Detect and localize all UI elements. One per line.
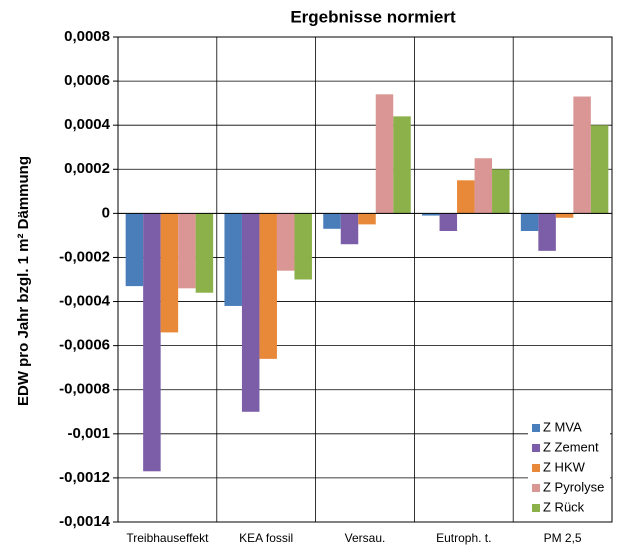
y-tick-label: -0,001: [67, 425, 110, 442]
x-tick-label: Versau.: [345, 531, 386, 545]
bar: [340, 213, 359, 245]
bar: [375, 94, 394, 214]
bar: [358, 213, 376, 225]
bar: [195, 213, 214, 293]
legend-label: Z HKW: [543, 459, 586, 474]
bar: [125, 213, 144, 287]
bar: [323, 213, 341, 229]
bar: [474, 158, 493, 214]
legend-label: Z Pyrolyse: [543, 479, 604, 494]
legend-label: Z Rück: [543, 499, 585, 514]
y-tick-label: -0,0014: [59, 513, 111, 530]
y-tick-label: 0,0006: [64, 72, 110, 89]
y-tick-label: -0,0004: [59, 293, 111, 310]
legend-swatch: [532, 484, 540, 492]
bar: [555, 213, 574, 218]
bar: [294, 213, 312, 280]
legend-label: Z MVA: [543, 419, 582, 434]
bar: [538, 213, 556, 251]
bar: [224, 213, 242, 306]
y-axis-label: EDW pro Jahr bzgl. 1 m² Dämmung: [15, 156, 32, 406]
legend-swatch: [532, 444, 540, 452]
bar: [259, 213, 277, 359]
y-tick-label: 0: [102, 204, 110, 221]
y-tick-label: -0,0012: [59, 469, 110, 486]
y-tick-label: 0,0004: [64, 116, 111, 133]
y-tick-label: -0,0006: [59, 337, 110, 354]
legend-swatch: [532, 504, 540, 512]
chart-title: Ergebnisse normiert: [290, 7, 456, 26]
legend-swatch: [532, 424, 540, 432]
legend-label: Z Zement: [543, 439, 599, 454]
y-tick-label: 0,0002: [64, 160, 110, 177]
bar: [143, 213, 161, 472]
bar: [241, 213, 260, 412]
bar: [573, 96, 591, 214]
legend-box: [528, 416, 610, 520]
bar: [520, 213, 539, 231]
bar: [492, 169, 510, 214]
bar: [160, 213, 179, 333]
legend-swatch: [532, 464, 540, 472]
x-tick-label: Treibhauseffekt: [126, 531, 209, 545]
bar: [422, 213, 440, 216]
plot-frame: [117, 36, 613, 523]
bar: [457, 180, 475, 214]
bar: [178, 213, 196, 289]
y-tick-label: -0,0002: [59, 248, 110, 265]
y-tick-label: 0,0008: [64, 28, 110, 45]
x-tick-label: PM 2,5: [544, 531, 582, 545]
bar: [276, 213, 295, 271]
x-tick-label: KEA fossil: [239, 531, 293, 545]
bar: [439, 213, 458, 231]
bar: [590, 125, 609, 214]
x-tick-label: Eutroph. t.: [436, 531, 491, 545]
y-tick-label: -0,0008: [59, 381, 110, 398]
bar: [393, 116, 411, 214]
